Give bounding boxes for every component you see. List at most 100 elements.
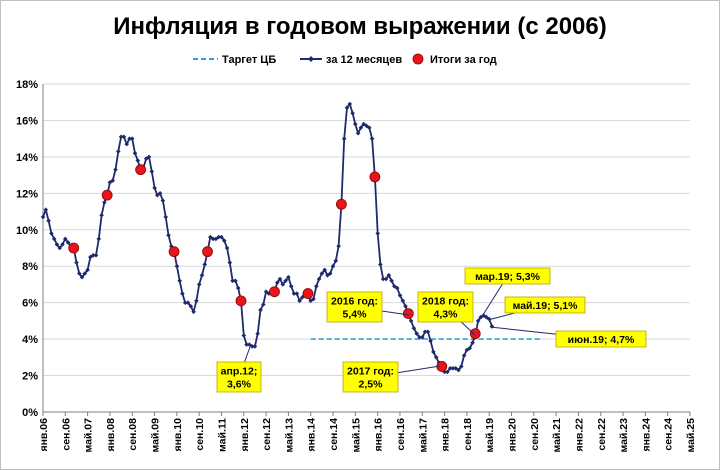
callout-label: 2016 год:: [331, 296, 378, 308]
monthly-point: [88, 254, 93, 260]
monthly-point: [93, 253, 99, 258]
x-tick-label: сен.16: [395, 418, 407, 451]
monthly-point: [180, 291, 185, 296]
monthly-point: [489, 324, 495, 329]
monthly-point: [314, 284, 319, 289]
monthly-point: [461, 353, 467, 358]
monthly-point: [188, 304, 194, 309]
monthly-series: [40, 101, 495, 375]
monthly-point: [280, 282, 286, 287]
y-tick-label: 10%: [16, 225, 38, 237]
x-tick-label: сен.18: [462, 418, 474, 451]
monthly-point: [347, 101, 353, 107]
monthly-point: [364, 123, 369, 129]
monthly-point: [90, 253, 96, 258]
monthly-point: [383, 276, 389, 282]
monthly-point: [60, 242, 65, 247]
monthly-point: [166, 232, 171, 238]
monthly-point: [82, 271, 88, 276]
monthly-point: [247, 342, 252, 347]
monthly-point: [300, 294, 305, 300]
monthly-point: [216, 234, 221, 240]
monthly-point: [163, 214, 168, 220]
monthly-point: [121, 134, 127, 140]
monthly-point: [481, 313, 486, 318]
x-tick-label: сен.12: [261, 418, 273, 451]
x-tick-label: май.23: [618, 418, 630, 453]
x-tick-label: янв.24: [640, 418, 652, 452]
callout-box: [464, 267, 551, 285]
monthly-point: [478, 314, 484, 320]
x-tick-label: сен.22: [596, 418, 608, 451]
monthly-point: [470, 340, 475, 346]
x-tick-label: янв.14: [306, 418, 318, 452]
x-tick-label: май.19: [484, 418, 496, 453]
monthly-point: [222, 238, 227, 243]
monthly-point: [358, 125, 364, 130]
y-tick-label: 4%: [22, 334, 38, 346]
callout-box: [216, 361, 262, 393]
monthly-point: [110, 178, 115, 183]
x-tick-label: янв.06: [38, 418, 50, 452]
monthly-point: [54, 242, 60, 247]
monthly-point: [291, 291, 297, 296]
monthly-point: [414, 331, 419, 336]
monthly-point: [210, 236, 216, 242]
monthly-point: [160, 198, 166, 203]
annual-point: [269, 286, 280, 298]
annual-point: [469, 328, 481, 340]
x-tick-label: май.25: [685, 418, 697, 453]
callout-box: [504, 296, 586, 314]
x-tick-label: май.13: [283, 418, 295, 453]
monthly-point: [344, 105, 350, 110]
monthly-point: [447, 366, 453, 371]
x-tick-label: сен.08: [127, 418, 139, 451]
x-tick-label: май.17: [417, 418, 429, 453]
monthly-point: [219, 234, 224, 240]
callout-label: 2,5%: [359, 379, 384, 391]
monthly-point: [277, 276, 283, 282]
monthly-point: [459, 364, 464, 369]
monthly-point: [486, 316, 492, 322]
callout-label: 5,4%: [343, 309, 368, 321]
monthly-point: [394, 285, 400, 291]
x-tick-label: май.07: [83, 418, 95, 453]
monthly-point: [433, 355, 439, 360]
callout-label: 3,6%: [227, 379, 252, 391]
monthly-point: [311, 296, 316, 302]
monthly-point: [235, 285, 241, 291]
monthly-point: [336, 243, 341, 249]
callout-label: 2017 год:: [347, 366, 394, 378]
y-tick-label: 14%: [16, 152, 38, 164]
monthly-point: [116, 149, 121, 154]
monthly-point: [425, 329, 431, 335]
monthly-point: [152, 185, 157, 191]
x-tick-label: янв.20: [507, 418, 519, 452]
callout-label: 2018 год:: [422, 296, 469, 308]
annual-point: [101, 189, 113, 201]
monthly-point: [182, 300, 188, 305]
x-tick-label: май.21: [551, 418, 563, 453]
monthly-point: [288, 284, 294, 289]
x-tick-label: сен.24: [663, 418, 675, 451]
monthly-point: [124, 141, 129, 147]
monthly-point: [420, 335, 425, 340]
monthly-point: [127, 136, 132, 141]
annual-point: [68, 242, 80, 254]
callout-label: 4,3%: [434, 309, 459, 321]
monthly-point: [475, 318, 481, 324]
monthly-point: [389, 278, 394, 284]
monthly-point: [118, 134, 124, 140]
chart-title: Инфляция в годовом выражении (с 2006): [113, 13, 607, 40]
monthly-point: [333, 258, 339, 264]
monthly-point: [174, 263, 180, 269]
monthly-point: [316, 276, 322, 282]
monthly-point: [355, 130, 361, 136]
monthly-point: [266, 291, 272, 296]
monthly-point: [417, 335, 422, 340]
legend-monthly-label: за 12 месяцев: [326, 54, 402, 66]
monthly-point: [102, 200, 107, 205]
callout-box: [555, 330, 647, 348]
x-tick-label: сен.10: [194, 418, 206, 451]
